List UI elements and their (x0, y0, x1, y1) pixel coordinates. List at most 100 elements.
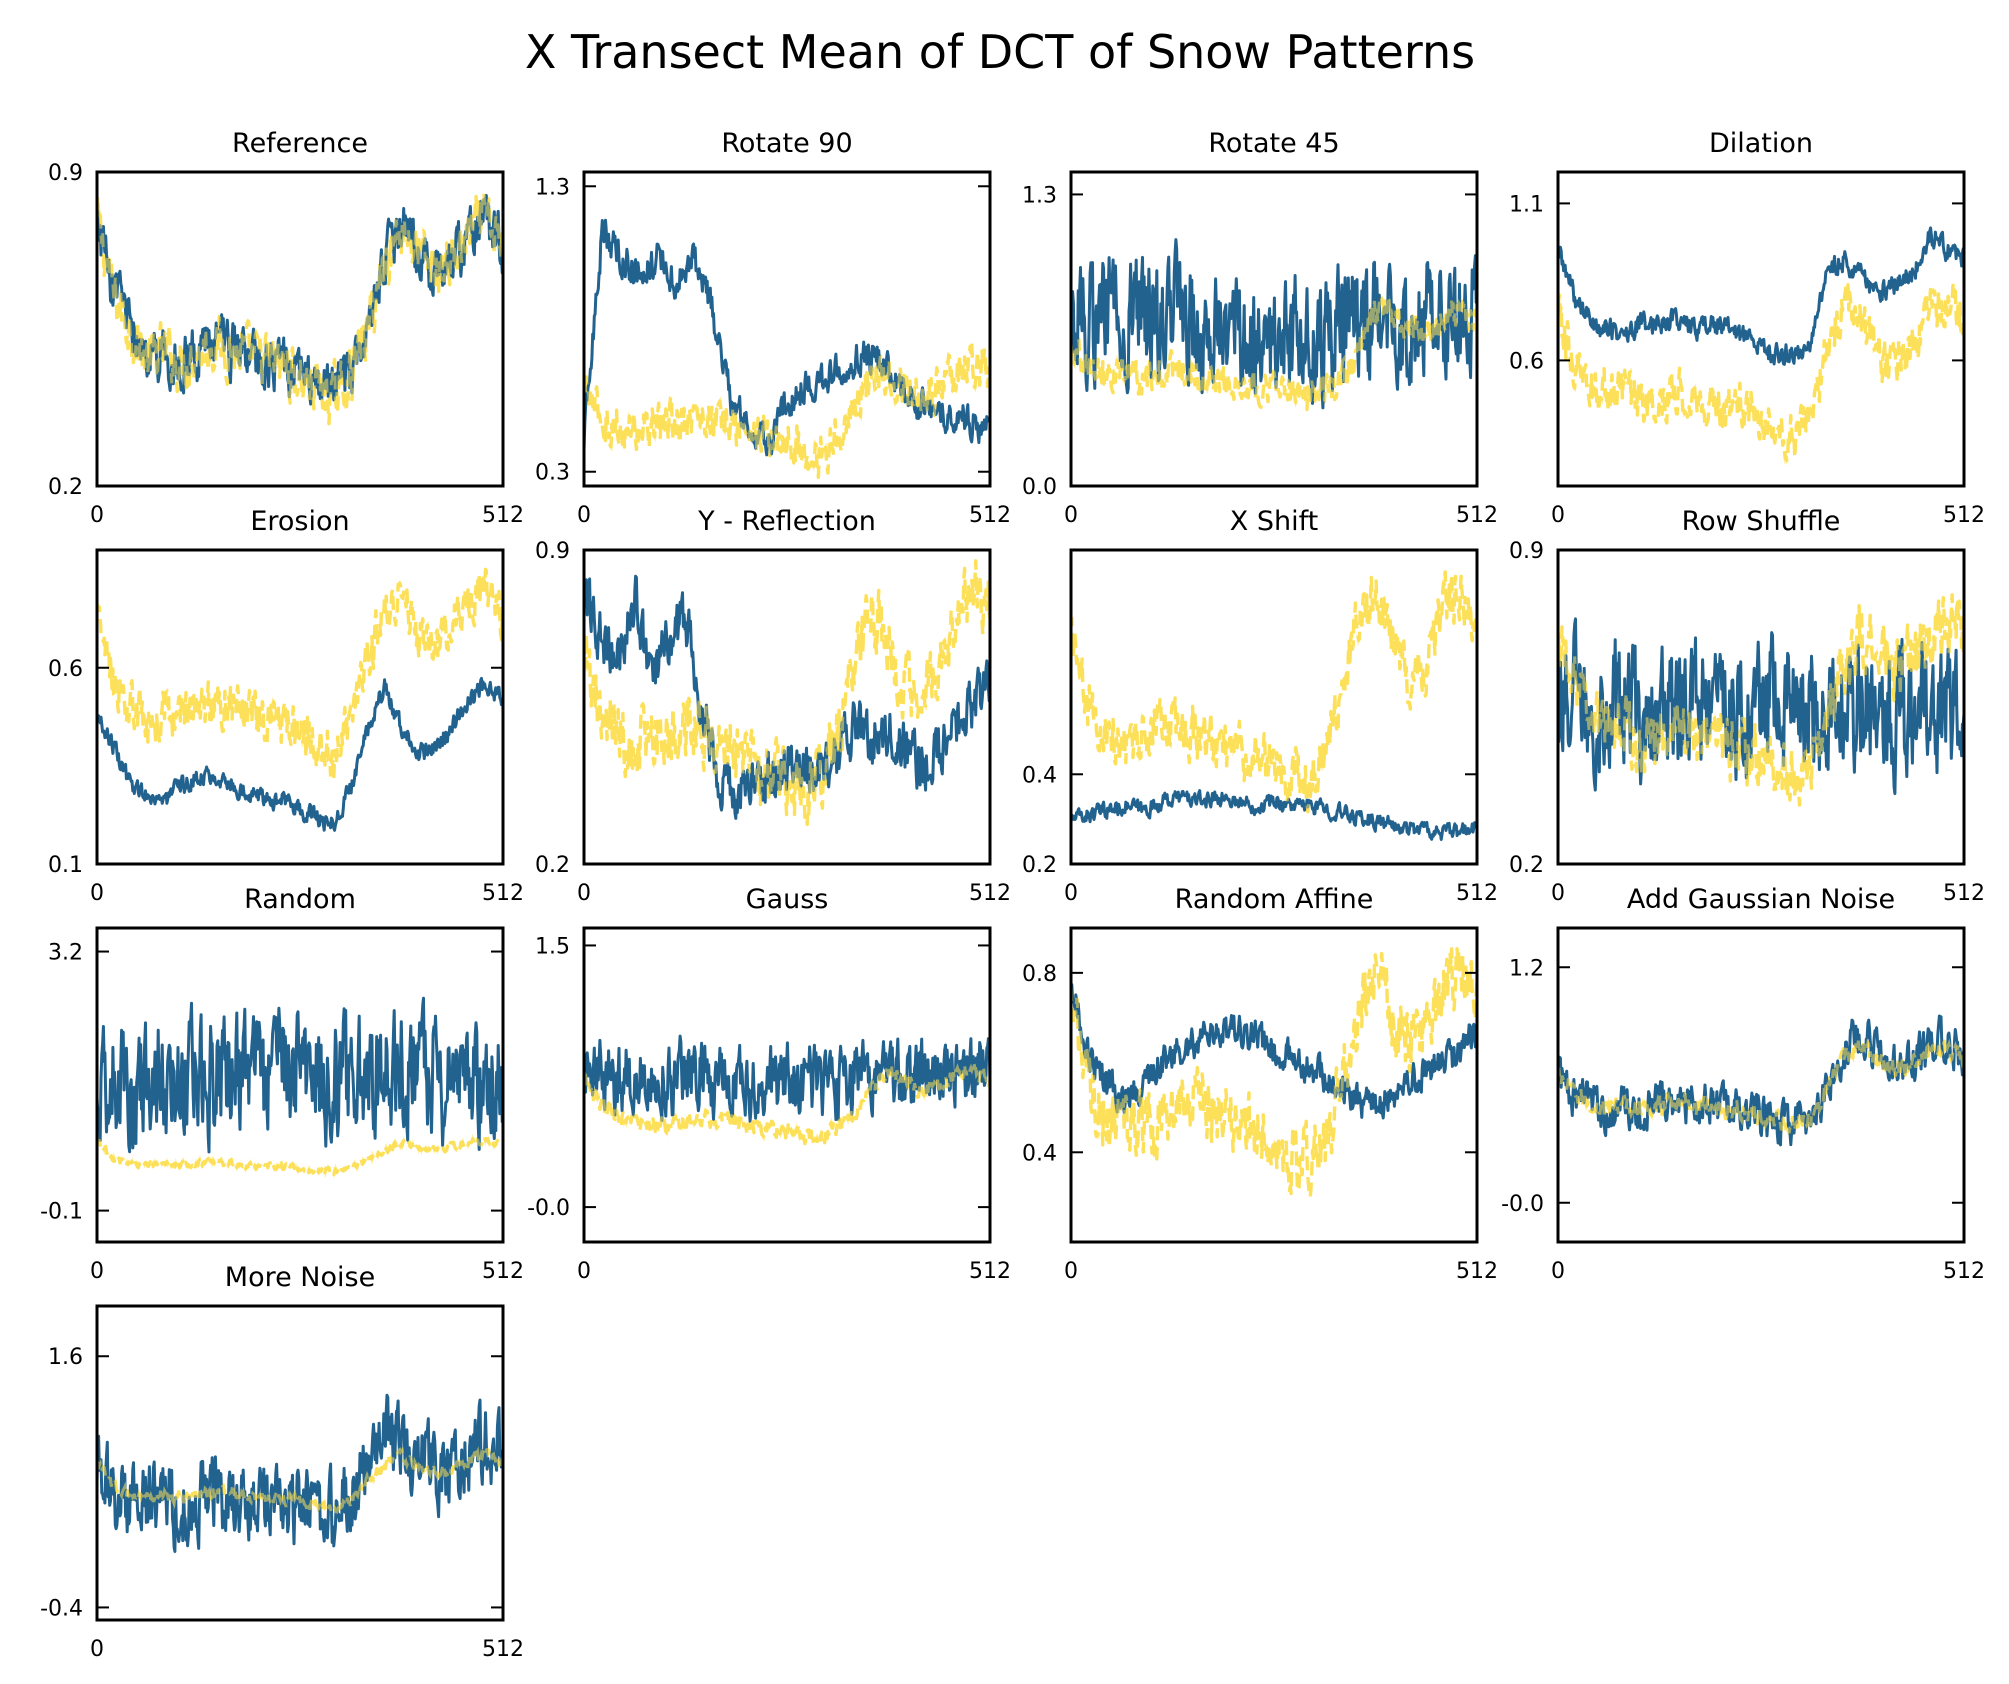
series-group (1558, 226, 1964, 466)
series-group (584, 1034, 990, 1148)
axes-frame (582, 926, 992, 1244)
transformed-series-line (1071, 789, 1477, 841)
panel: Random 3.2 -0.1 0 512 (40, 884, 524, 1284)
panel-title: Random Affine (1175, 884, 1374, 915)
reference-series-overlay (584, 342, 990, 478)
y-tick-label: 0.9 (1509, 539, 1544, 564)
x-tick-label: 0 (1064, 503, 1078, 528)
axes-frame (1556, 926, 1966, 1244)
reference-series-overlay (97, 192, 503, 424)
series-group (97, 567, 503, 832)
x-tick-label: 0 (1551, 881, 1565, 906)
axes-frame (1069, 170, 1479, 488)
series-group (97, 191, 503, 426)
x-tick-label: 512 (1456, 881, 1498, 906)
y-tick-label: 3.2 (48, 941, 83, 966)
y-tick-label: 0.6 (48, 657, 83, 682)
panel-title: Add Gaussian Noise (1627, 884, 1895, 915)
plot-area (97, 172, 503, 486)
y-tick-label: 0.9 (535, 539, 570, 564)
transformed-series-line (97, 996, 503, 1154)
y-tick-label: 0.0 (1022, 475, 1057, 500)
panel-title: X Shift (1230, 506, 1318, 537)
y-tick-label: 0.2 (48, 475, 83, 500)
transformed-series-line (1558, 226, 1964, 366)
panel: Random Affine 0.8 0.4 0 512 (1022, 884, 1498, 1284)
x-tick-label: 0 (90, 881, 104, 906)
series-group (1071, 947, 1477, 1199)
reference-series-overlay (1071, 295, 1477, 411)
x-tick-label: 512 (1456, 503, 1498, 528)
y-tick-label: 1.2 (1509, 956, 1544, 981)
reference-series-overlay (1071, 948, 1477, 1198)
panel-title: Row Shuffle (1682, 506, 1841, 537)
panel: Rotate 90 1.3 0.3 0 512 (535, 128, 1011, 528)
x-tick-label: 0 (1064, 881, 1078, 906)
reference-series-overlay (1558, 282, 1964, 466)
x-tick-label: 512 (1943, 1259, 1985, 1284)
panel: Erosion 0.6 0.1 0 512 (48, 506, 524, 906)
reference-series-overlay (584, 1062, 990, 1147)
x-tick-label: 0 (1551, 503, 1565, 528)
figure-title: X Transect Mean of DCT of Snow Patterns (525, 25, 1475, 79)
axes-frame (1556, 548, 1966, 866)
y-tick-label: 1.6 (48, 1345, 83, 1370)
y-tick-label: 0.2 (1509, 853, 1544, 878)
y-tick-label: 1.3 (1022, 183, 1057, 208)
x-tick-label: 0 (577, 1259, 591, 1284)
axes-frame (95, 548, 505, 866)
reference-series-overlay (1558, 1037, 1964, 1135)
panel-title: Gauss (746, 884, 829, 915)
axes-frame (1556, 170, 1966, 488)
series-group (1071, 570, 1477, 841)
axes-frame (1069, 926, 1479, 1244)
y-tick-label: -0.1 (40, 1200, 83, 1225)
x-tick-label: 512 (969, 881, 1011, 906)
x-tick-label: 0 (1064, 1259, 1078, 1284)
panel: More Noise 1.6 -0.4 0 512 (40, 1262, 524, 1662)
y-tick-label: 0.2 (535, 853, 570, 878)
panel: Reference 0.9 0.2 0 512 (48, 128, 524, 528)
plot-area (1071, 550, 1477, 864)
x-tick-label: 0 (577, 881, 591, 906)
x-tick-label: 512 (482, 881, 524, 906)
x-tick-label: 512 (1456, 1259, 1498, 1284)
x-tick-label: 512 (1943, 881, 1985, 906)
reference-series-overlay (97, 1131, 503, 1179)
y-tick-label: 0.4 (1022, 1141, 1057, 1166)
panel-title: More Noise (225, 1262, 375, 1293)
panel-title: Rotate 45 (1208, 128, 1339, 159)
plot-area (1558, 928, 1964, 1242)
series-group (1558, 1014, 1964, 1147)
series-group (584, 218, 990, 479)
y-tick-label: 0.3 (535, 461, 570, 486)
x-tick-label: 512 (482, 1259, 524, 1284)
y-tick-label: 0.2 (1022, 853, 1057, 878)
x-tick-label: 512 (1943, 503, 1985, 528)
panel: Row Shuffle 0.9 0.2 0 512 (1509, 506, 1985, 906)
reference-series-overlay (1071, 571, 1477, 812)
series-group (584, 559, 990, 827)
y-tick-label: 1.3 (535, 175, 570, 200)
y-tick-label: 0.6 (1509, 349, 1544, 374)
series-group (97, 1393, 503, 1553)
transformed-series-line (97, 676, 503, 832)
series-group (1071, 238, 1477, 412)
reference-series-overlay (97, 1446, 503, 1516)
panel: X Shift 0.4 0.2 0 512 (1022, 506, 1498, 906)
transformed-series-line (1071, 238, 1477, 410)
reference-series-overlay (1558, 594, 1964, 806)
series-group (1558, 593, 1964, 807)
series-group (97, 996, 503, 1179)
panel: Y - Reflection 0.9 0.2 0 512 (535, 506, 1011, 906)
x-tick-label: 512 (482, 1637, 524, 1662)
x-tick-label: 512 (482, 503, 524, 528)
transformed-series-line (584, 1034, 990, 1123)
panel-title: Dilation (1709, 128, 1813, 159)
y-tick-label: 0.1 (48, 853, 83, 878)
x-tick-label: 0 (90, 1259, 104, 1284)
panel: Gauss 1.5 -0.0 0 512 (527, 884, 1011, 1284)
x-tick-label: 0 (90, 1637, 104, 1662)
x-tick-label: 0 (577, 503, 591, 528)
